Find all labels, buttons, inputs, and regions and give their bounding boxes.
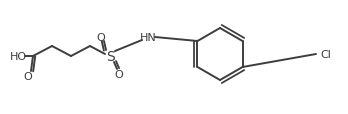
Text: S: S (106, 50, 114, 63)
Text: O: O (114, 69, 124, 79)
Text: O: O (24, 71, 32, 81)
Text: O: O (97, 33, 105, 43)
Text: Cl: Cl (320, 50, 331, 60)
Text: HN: HN (140, 33, 156, 43)
Text: HO: HO (9, 52, 26, 61)
